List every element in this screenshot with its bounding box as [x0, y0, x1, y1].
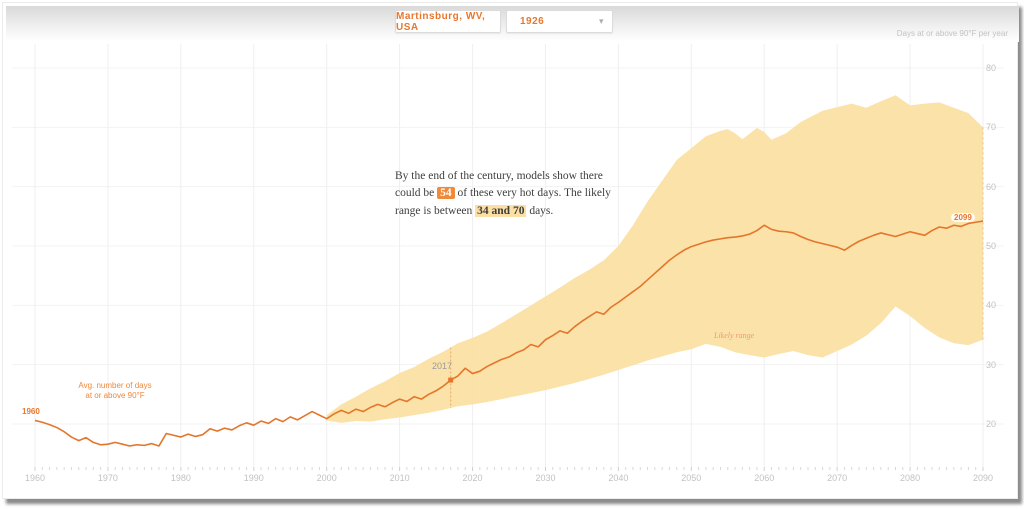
marker-point — [448, 377, 454, 383]
likely-range-band — [326, 95, 983, 423]
annotation-highlight-range: 34 and 70 — [475, 204, 527, 217]
annotation-part3: days. — [526, 204, 554, 217]
year-select[interactable]: 1926 ▾ — [506, 10, 613, 33]
annotation-part2: of these very hot days. The likely range… — [395, 187, 611, 217]
annotation-highlight-central: 54 — [437, 187, 455, 200]
location-input[interactable]: Martinsburg, WV, USA — [395, 10, 501, 33]
annotation-text: By the end of the century, models show t… — [395, 168, 631, 220]
annotation-part1: By the end of the century, models show t… — [395, 170, 603, 200]
avg-days-line — [34, 220, 984, 447]
year-select-value: 1926 — [520, 16, 545, 27]
chevron-down-icon: ▾ — [598, 16, 604, 26]
location-label: Martinsburg, WV, USA — [396, 10, 486, 33]
unit-label: Days at or above 90°F per year — [896, 29, 1008, 38]
